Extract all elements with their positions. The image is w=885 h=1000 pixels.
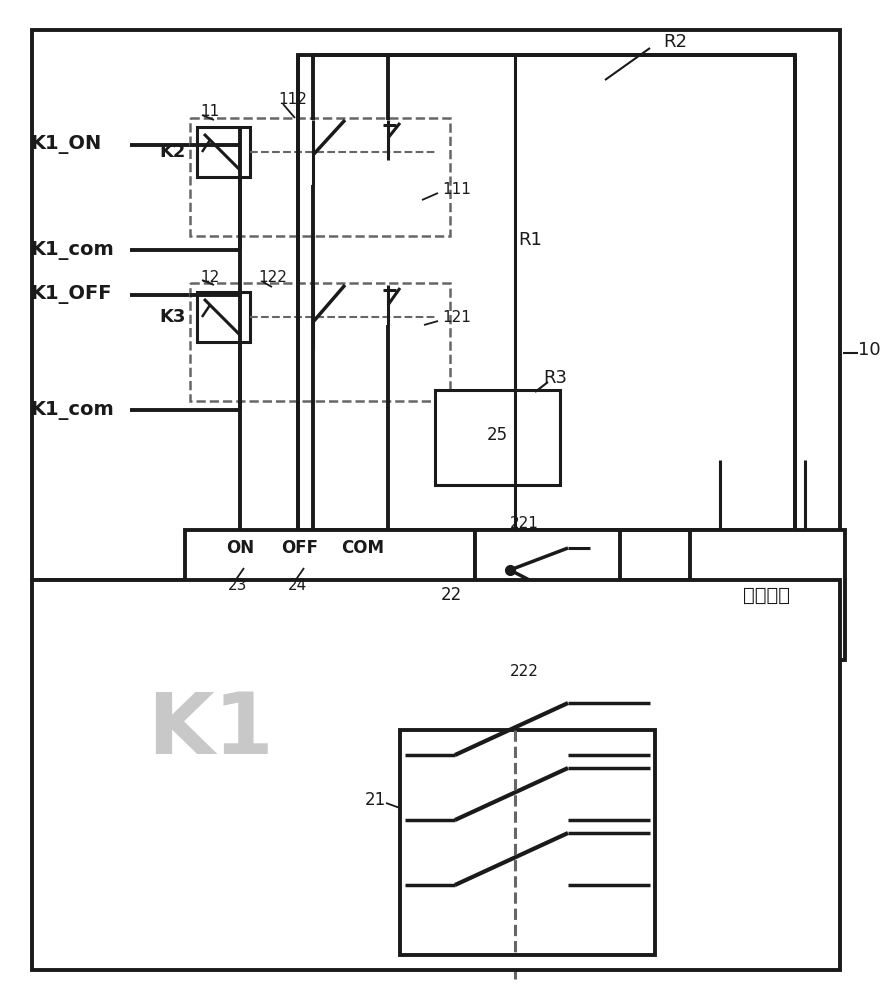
Text: K1_com: K1_com <box>30 240 114 259</box>
Bar <box>298 55 795 530</box>
Text: COM: COM <box>342 539 384 557</box>
Text: R3: R3 <box>543 369 567 387</box>
Text: 221: 221 <box>510 516 539 530</box>
Text: K1: K1 <box>147 688 273 772</box>
Text: K3: K3 <box>159 308 186 326</box>
Text: R2: R2 <box>663 33 687 51</box>
Bar <box>475 530 620 660</box>
Text: K2: K2 <box>159 143 186 161</box>
Text: K1_ON: K1_ON <box>30 135 101 154</box>
Bar <box>32 580 840 970</box>
Text: K1_OFF: K1_OFF <box>30 286 112 304</box>
Text: 222: 222 <box>510 664 539 680</box>
Bar <box>400 730 655 955</box>
Text: R1: R1 <box>518 231 542 249</box>
Bar <box>197 127 250 177</box>
Text: 10: 10 <box>858 341 881 359</box>
Bar <box>190 283 450 401</box>
Text: OFF: OFF <box>281 539 319 557</box>
Text: 111: 111 <box>442 182 471 198</box>
Bar <box>185 530 475 660</box>
Text: 21: 21 <box>365 791 386 809</box>
Bar <box>32 30 840 580</box>
Bar <box>690 530 845 660</box>
Text: 121: 121 <box>442 310 471 326</box>
Text: 12: 12 <box>200 269 219 284</box>
Text: 23: 23 <box>228 578 248 592</box>
Bar <box>435 390 560 485</box>
Text: 控制电源: 控制电源 <box>743 585 790 604</box>
Bar <box>197 292 250 342</box>
Text: 122: 122 <box>258 270 287 286</box>
Bar <box>190 118 450 236</box>
Text: ON: ON <box>226 539 254 557</box>
Text: 24: 24 <box>288 578 307 592</box>
Text: 22: 22 <box>441 586 462 604</box>
Text: 25: 25 <box>487 426 508 444</box>
Text: 112: 112 <box>278 93 307 107</box>
Text: K1_com: K1_com <box>30 400 114 420</box>
Text: 11: 11 <box>200 104 219 119</box>
